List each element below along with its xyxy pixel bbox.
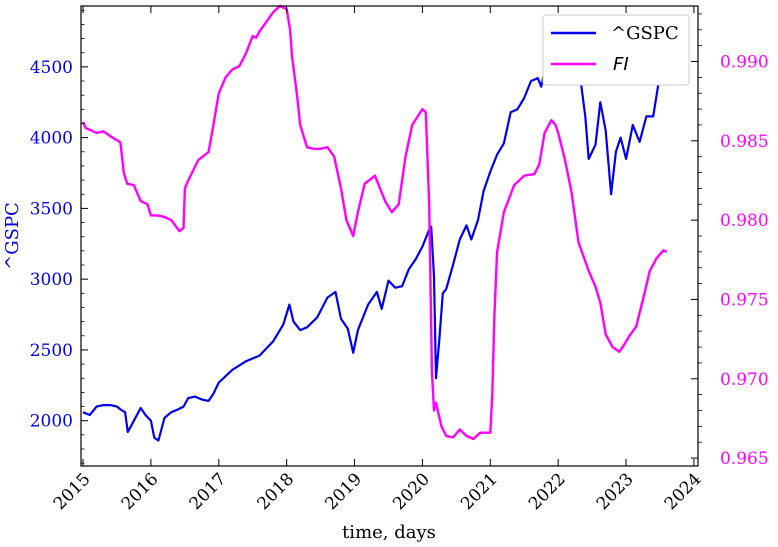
y-axis-left-title: ^GSPC xyxy=(2,202,23,270)
legend-label-gspc: ^GSPC xyxy=(611,23,679,44)
x-tick-label: 2016 xyxy=(118,469,163,514)
y-right-tick-label: 0.965 xyxy=(720,449,769,469)
y-right-tick-label: 0.980 xyxy=(720,211,769,231)
y-left-tick-label: 3500 xyxy=(30,199,73,219)
legend-label-fi: FI xyxy=(613,54,629,75)
x-tick-label: 2017 xyxy=(186,469,231,514)
x-tick-label: 2018 xyxy=(253,469,298,514)
x-tick-label: 2021 xyxy=(457,469,502,514)
x-tick-label: 2020 xyxy=(389,469,434,514)
y-left-tick-label: 2000 xyxy=(30,412,73,432)
y-right-tick-label: 0.985 xyxy=(720,132,769,152)
y-left-tick-label: 4000 xyxy=(30,129,73,149)
x-tick-label: 2024 xyxy=(661,469,706,514)
legend: ^GSPC FI xyxy=(542,14,690,86)
y-left-tick-label: 2500 xyxy=(30,341,73,361)
x-tick-label: 2019 xyxy=(321,469,366,514)
y-right-tick-label: 0.970 xyxy=(720,370,769,390)
y-axis-right: 0.965 0.970 0.975 0.980 0.985 0.990 xyxy=(691,13,769,469)
y-axis-left: 2000 2500 3000 3500 4000 4500 xyxy=(30,9,88,464)
y-right-tick-label: 0.990 xyxy=(720,53,769,73)
y-left-tick-label: 3000 xyxy=(30,270,73,290)
x-axis-title: time, days xyxy=(342,522,436,543)
series-line-fi xyxy=(81,4,668,441)
y-left-tick-label: 4500 xyxy=(30,58,73,78)
x-tick-label: 2015 xyxy=(50,469,95,514)
x-tick-label: 2022 xyxy=(525,469,570,514)
x-tick-label: 2023 xyxy=(593,469,638,514)
y-right-tick-label: 0.975 xyxy=(720,290,769,310)
